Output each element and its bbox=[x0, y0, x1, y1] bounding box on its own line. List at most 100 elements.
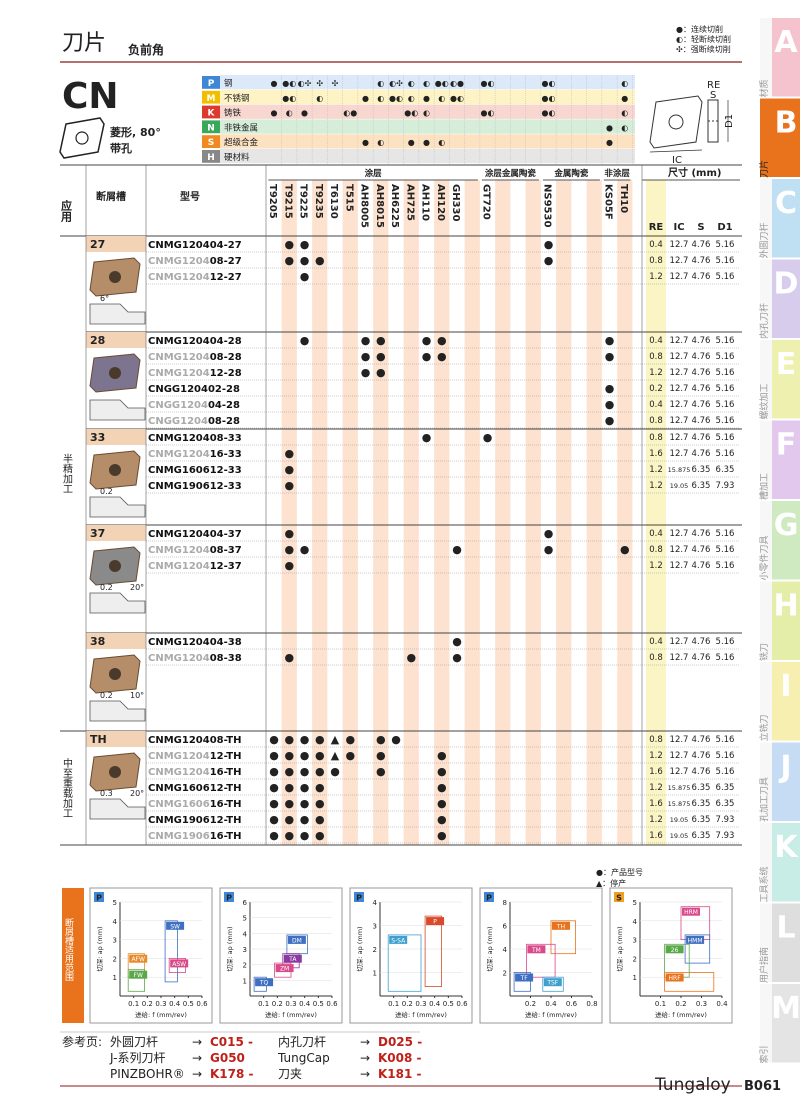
chart-region-tag bbox=[170, 959, 189, 968]
model-number: CNMG120416-TH bbox=[148, 767, 242, 778]
grade-mark: ● bbox=[315, 765, 325, 778]
reference-name: 内孔刀杆 bbox=[278, 1035, 326, 1049]
grade-mark: ● bbox=[422, 431, 432, 444]
chart-ytick: 6 bbox=[243, 899, 248, 907]
material-name: 不锈钢 bbox=[224, 93, 250, 104]
material-letter-box bbox=[202, 150, 220, 163]
side-tab-letter: I bbox=[780, 669, 791, 704]
grade-mark: ● bbox=[284, 254, 294, 267]
dim-value: 12.7 bbox=[670, 368, 689, 378]
insert-image bbox=[89, 450, 141, 490]
model-part: 08-28 bbox=[208, 416, 240, 427]
material-mark: ● bbox=[423, 138, 430, 147]
reference-name: 外圆刀杆 bbox=[110, 1035, 158, 1049]
chart-region-label: S-SA bbox=[391, 937, 406, 944]
material-mark: ◐ bbox=[377, 79, 384, 88]
model-number: CNMG160612-TH bbox=[148, 783, 242, 794]
chart-ytick: 4 bbox=[503, 946, 508, 954]
dim-value: 5.16 bbox=[716, 384, 735, 394]
chipbreaker-name: 33 bbox=[90, 431, 105, 444]
grade-mark: ● bbox=[376, 749, 386, 762]
chart-ylabel: 切深: ap (mm) bbox=[485, 926, 494, 971]
material-mark: ●◐ bbox=[404, 109, 418, 118]
chart-xtick: 0.5 bbox=[443, 1000, 454, 1008]
column-stripe bbox=[617, 180, 633, 845]
dim-value: 6.35 bbox=[692, 783, 711, 793]
grade-mark: ● bbox=[376, 366, 386, 379]
chart-region-label: TQ bbox=[259, 980, 269, 987]
insert-image bbox=[89, 353, 141, 393]
side-tab-label: 工具系统 bbox=[758, 866, 770, 902]
grade-name: AH8015 bbox=[374, 184, 385, 228]
chart-region-label: TSF bbox=[546, 980, 558, 987]
chart-xtick: 0.2 bbox=[675, 1000, 686, 1008]
chart-region-tag bbox=[686, 935, 705, 944]
reference-arrow: → bbox=[360, 1051, 370, 1065]
dim-value: 0.8 bbox=[649, 352, 663, 362]
column-stripe bbox=[403, 180, 419, 845]
dim-value: 0.4 bbox=[649, 529, 663, 539]
side-tab-label: 铣刀 bbox=[758, 643, 770, 661]
side-tab-label: 内孔刀杆 bbox=[758, 303, 770, 339]
material-mark: ✣ bbox=[316, 79, 323, 88]
dim-value: 6.35 bbox=[716, 783, 735, 793]
dim-value: 6.35 bbox=[692, 815, 711, 825]
chart-panel bbox=[89, 887, 213, 1024]
side-tab-label: 立铣刀 bbox=[758, 714, 770, 741]
grade-mark: ● bbox=[315, 797, 325, 810]
dim-value: 12.7 bbox=[670, 735, 689, 745]
grade-mark: ▲ bbox=[331, 749, 340, 762]
insert-hole bbox=[109, 367, 121, 379]
model-part: 08-38 bbox=[210, 653, 242, 664]
grade-mark: ● bbox=[483, 431, 493, 444]
chart-panel bbox=[609, 887, 733, 1024]
material-letter: K bbox=[208, 109, 216, 119]
model-part: CNMG1204 bbox=[148, 653, 210, 664]
dim-value: 5.16 bbox=[716, 433, 735, 443]
column-stripe bbox=[373, 180, 389, 845]
footer-page: B061 bbox=[744, 1079, 781, 1094]
dim-value: 5.16 bbox=[716, 767, 735, 777]
insert-image bbox=[89, 546, 141, 586]
grade-mark: ● bbox=[300, 270, 310, 283]
chart-xtick: 0.6 bbox=[196, 1000, 208, 1008]
dim-value: 4.76 bbox=[692, 653, 711, 663]
grade-name: KS05F bbox=[603, 184, 614, 220]
material-mark: ● bbox=[362, 94, 369, 103]
side-tab-band bbox=[772, 340, 800, 419]
chart-region-label: HRF bbox=[669, 975, 682, 982]
material-mark: ◐ bbox=[408, 94, 415, 103]
grade-mark: ● bbox=[605, 414, 615, 427]
dim-value: 0.4 bbox=[649, 240, 663, 250]
model-part: CNMG1204 bbox=[148, 368, 210, 379]
model-number: CNMG160612-33 bbox=[148, 465, 242, 476]
chart-xtick: 0.1 bbox=[388, 1000, 399, 1008]
chart-xtick: 0.3 bbox=[696, 1000, 707, 1008]
chart-region-label: TA bbox=[288, 956, 297, 963]
dim-value: 0.4 bbox=[649, 637, 663, 647]
grade-mark: ● bbox=[284, 765, 294, 778]
grade-mark: ● bbox=[391, 733, 401, 746]
model-number: CNGG120404-28 bbox=[148, 400, 240, 411]
dim-value: 4.76 bbox=[692, 449, 711, 459]
dim-value: 12.7 bbox=[670, 529, 689, 539]
dim-value: 4.76 bbox=[692, 400, 711, 410]
side-tab-band bbox=[772, 501, 800, 580]
dim-value: 5.16 bbox=[716, 561, 735, 571]
dim-label: D1 bbox=[724, 114, 735, 128]
model-part: 16-33 bbox=[210, 449, 242, 460]
chart-xlabel: 进给: f (mm/rev) bbox=[655, 1010, 707, 1019]
grade-mark: ● bbox=[620, 543, 630, 556]
material-mark: ◐ bbox=[408, 79, 415, 88]
side-tab-band bbox=[772, 98, 800, 177]
model-number: CNMG120408-27 bbox=[148, 256, 242, 267]
grade-name: T9205 bbox=[267, 184, 278, 219]
col-head: 尺寸 (mm) bbox=[668, 166, 721, 179]
material-mark: ●◐ bbox=[481, 109, 495, 118]
model-part: 04-28 bbox=[208, 400, 240, 411]
grade-mark: ● bbox=[300, 334, 310, 347]
chart-region-label: ZM bbox=[280, 966, 289, 973]
chart-region-label: TM bbox=[531, 947, 541, 954]
chart-ytick: 8 bbox=[503, 899, 507, 907]
